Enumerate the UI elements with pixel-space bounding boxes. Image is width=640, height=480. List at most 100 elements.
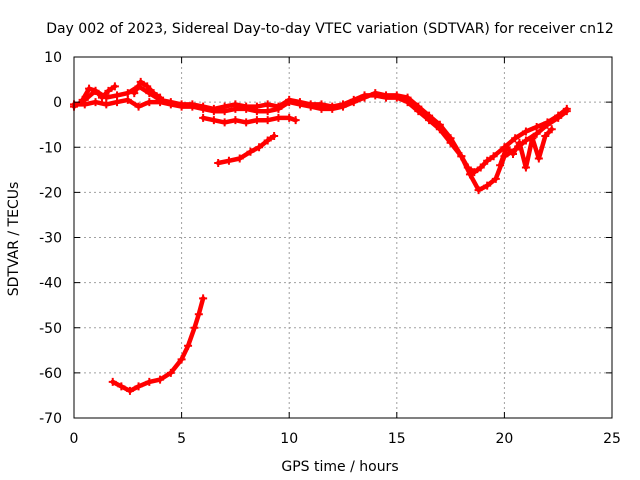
data-point xyxy=(145,98,154,107)
data-point xyxy=(199,294,208,303)
data-point xyxy=(511,134,520,143)
data-point xyxy=(349,98,358,107)
series-track-lower-flat xyxy=(199,113,300,127)
x-tick-label: 5 xyxy=(177,431,186,447)
axis-ticks xyxy=(73,56,613,419)
data-point xyxy=(554,113,563,122)
data-point xyxy=(263,116,272,125)
x-tick-labels: 0 5 10 15 20 25 xyxy=(70,431,621,447)
data-point xyxy=(220,118,229,127)
data-point xyxy=(414,102,423,111)
chart-title: Day 002 of 2023, Sidereal Day-to-day VTE… xyxy=(46,21,614,37)
data-point xyxy=(190,323,199,332)
data-point xyxy=(474,186,483,195)
grid-lines xyxy=(74,57,612,418)
data-point xyxy=(242,118,251,127)
data-point xyxy=(521,163,530,172)
data-point xyxy=(97,93,106,102)
data-point xyxy=(143,82,152,91)
y-tick-label: 10 xyxy=(44,50,62,66)
data-point xyxy=(547,125,556,134)
data-point xyxy=(85,84,94,93)
series-track xyxy=(200,115,298,125)
data-point xyxy=(483,181,492,190)
data-point xyxy=(252,116,261,125)
data-point xyxy=(117,382,126,391)
x-tick-label: 20 xyxy=(495,431,513,447)
data-point xyxy=(136,77,145,86)
y-tick-label: -40 xyxy=(39,276,62,292)
data-point xyxy=(543,120,552,129)
data-point xyxy=(130,89,139,98)
x-axis-title: GPS time / hours xyxy=(281,459,398,475)
data-points xyxy=(70,77,571,395)
series-track xyxy=(110,296,206,394)
data-point xyxy=(166,100,175,109)
data-point xyxy=(194,310,203,319)
data-point xyxy=(470,168,479,177)
data-point xyxy=(113,91,122,100)
data-point xyxy=(235,154,244,163)
data-point xyxy=(113,98,122,107)
data-point xyxy=(285,113,294,122)
x-tick-label: 0 xyxy=(70,431,79,447)
data-point xyxy=(465,170,474,179)
data-point xyxy=(134,102,143,111)
data-point xyxy=(263,136,272,145)
data-point xyxy=(91,98,100,107)
data-point xyxy=(457,152,466,161)
series-track-late-spikes xyxy=(496,125,556,172)
data-point xyxy=(532,122,541,131)
data-point xyxy=(509,150,518,159)
data-point xyxy=(521,127,530,136)
y-tick-label: -20 xyxy=(39,185,62,201)
data-point xyxy=(149,89,158,98)
data-point xyxy=(220,107,229,116)
data-point xyxy=(231,116,240,125)
data-point xyxy=(532,129,541,138)
series-track-main-b xyxy=(70,89,571,195)
data-point xyxy=(476,163,485,172)
y-axis-title: SDTVAR / TECUs xyxy=(6,182,22,297)
x-tick-label: 10 xyxy=(280,431,298,447)
data-point xyxy=(91,86,100,95)
data-point xyxy=(285,98,294,107)
data-point xyxy=(177,102,186,111)
data-point xyxy=(360,93,369,102)
data-point xyxy=(123,95,132,104)
data-point xyxy=(403,93,412,102)
data-point xyxy=(328,104,337,113)
data-point xyxy=(291,116,300,125)
series-track-mid-rise xyxy=(214,131,279,168)
data-point xyxy=(339,102,347,111)
y-tick-label: -60 xyxy=(39,366,62,382)
data-point xyxy=(435,120,444,129)
data-point xyxy=(214,159,223,168)
data-point xyxy=(270,131,279,140)
data-point xyxy=(156,375,165,384)
data-point xyxy=(295,100,304,109)
series-track-bottom xyxy=(108,294,208,395)
y-tick-label: 0 xyxy=(53,95,62,111)
data-point xyxy=(528,134,537,143)
series-track xyxy=(71,90,570,193)
series-track-spike-3h xyxy=(130,77,165,102)
data-point xyxy=(199,113,208,122)
y-tick-label: -30 xyxy=(39,231,62,247)
data-point xyxy=(145,377,154,386)
x-tick-label: 15 xyxy=(388,431,406,447)
data-point xyxy=(102,100,111,109)
data-point xyxy=(177,355,186,364)
data-point xyxy=(104,86,113,95)
data-point xyxy=(108,377,117,386)
data-point xyxy=(209,116,218,125)
data-point xyxy=(263,107,272,116)
data-point xyxy=(80,100,89,109)
data-point xyxy=(534,154,543,163)
data-point xyxy=(502,143,511,152)
data-point xyxy=(425,111,434,120)
data-point xyxy=(166,368,175,377)
data-point xyxy=(252,107,261,116)
y-tick-label: -70 xyxy=(39,411,62,427)
